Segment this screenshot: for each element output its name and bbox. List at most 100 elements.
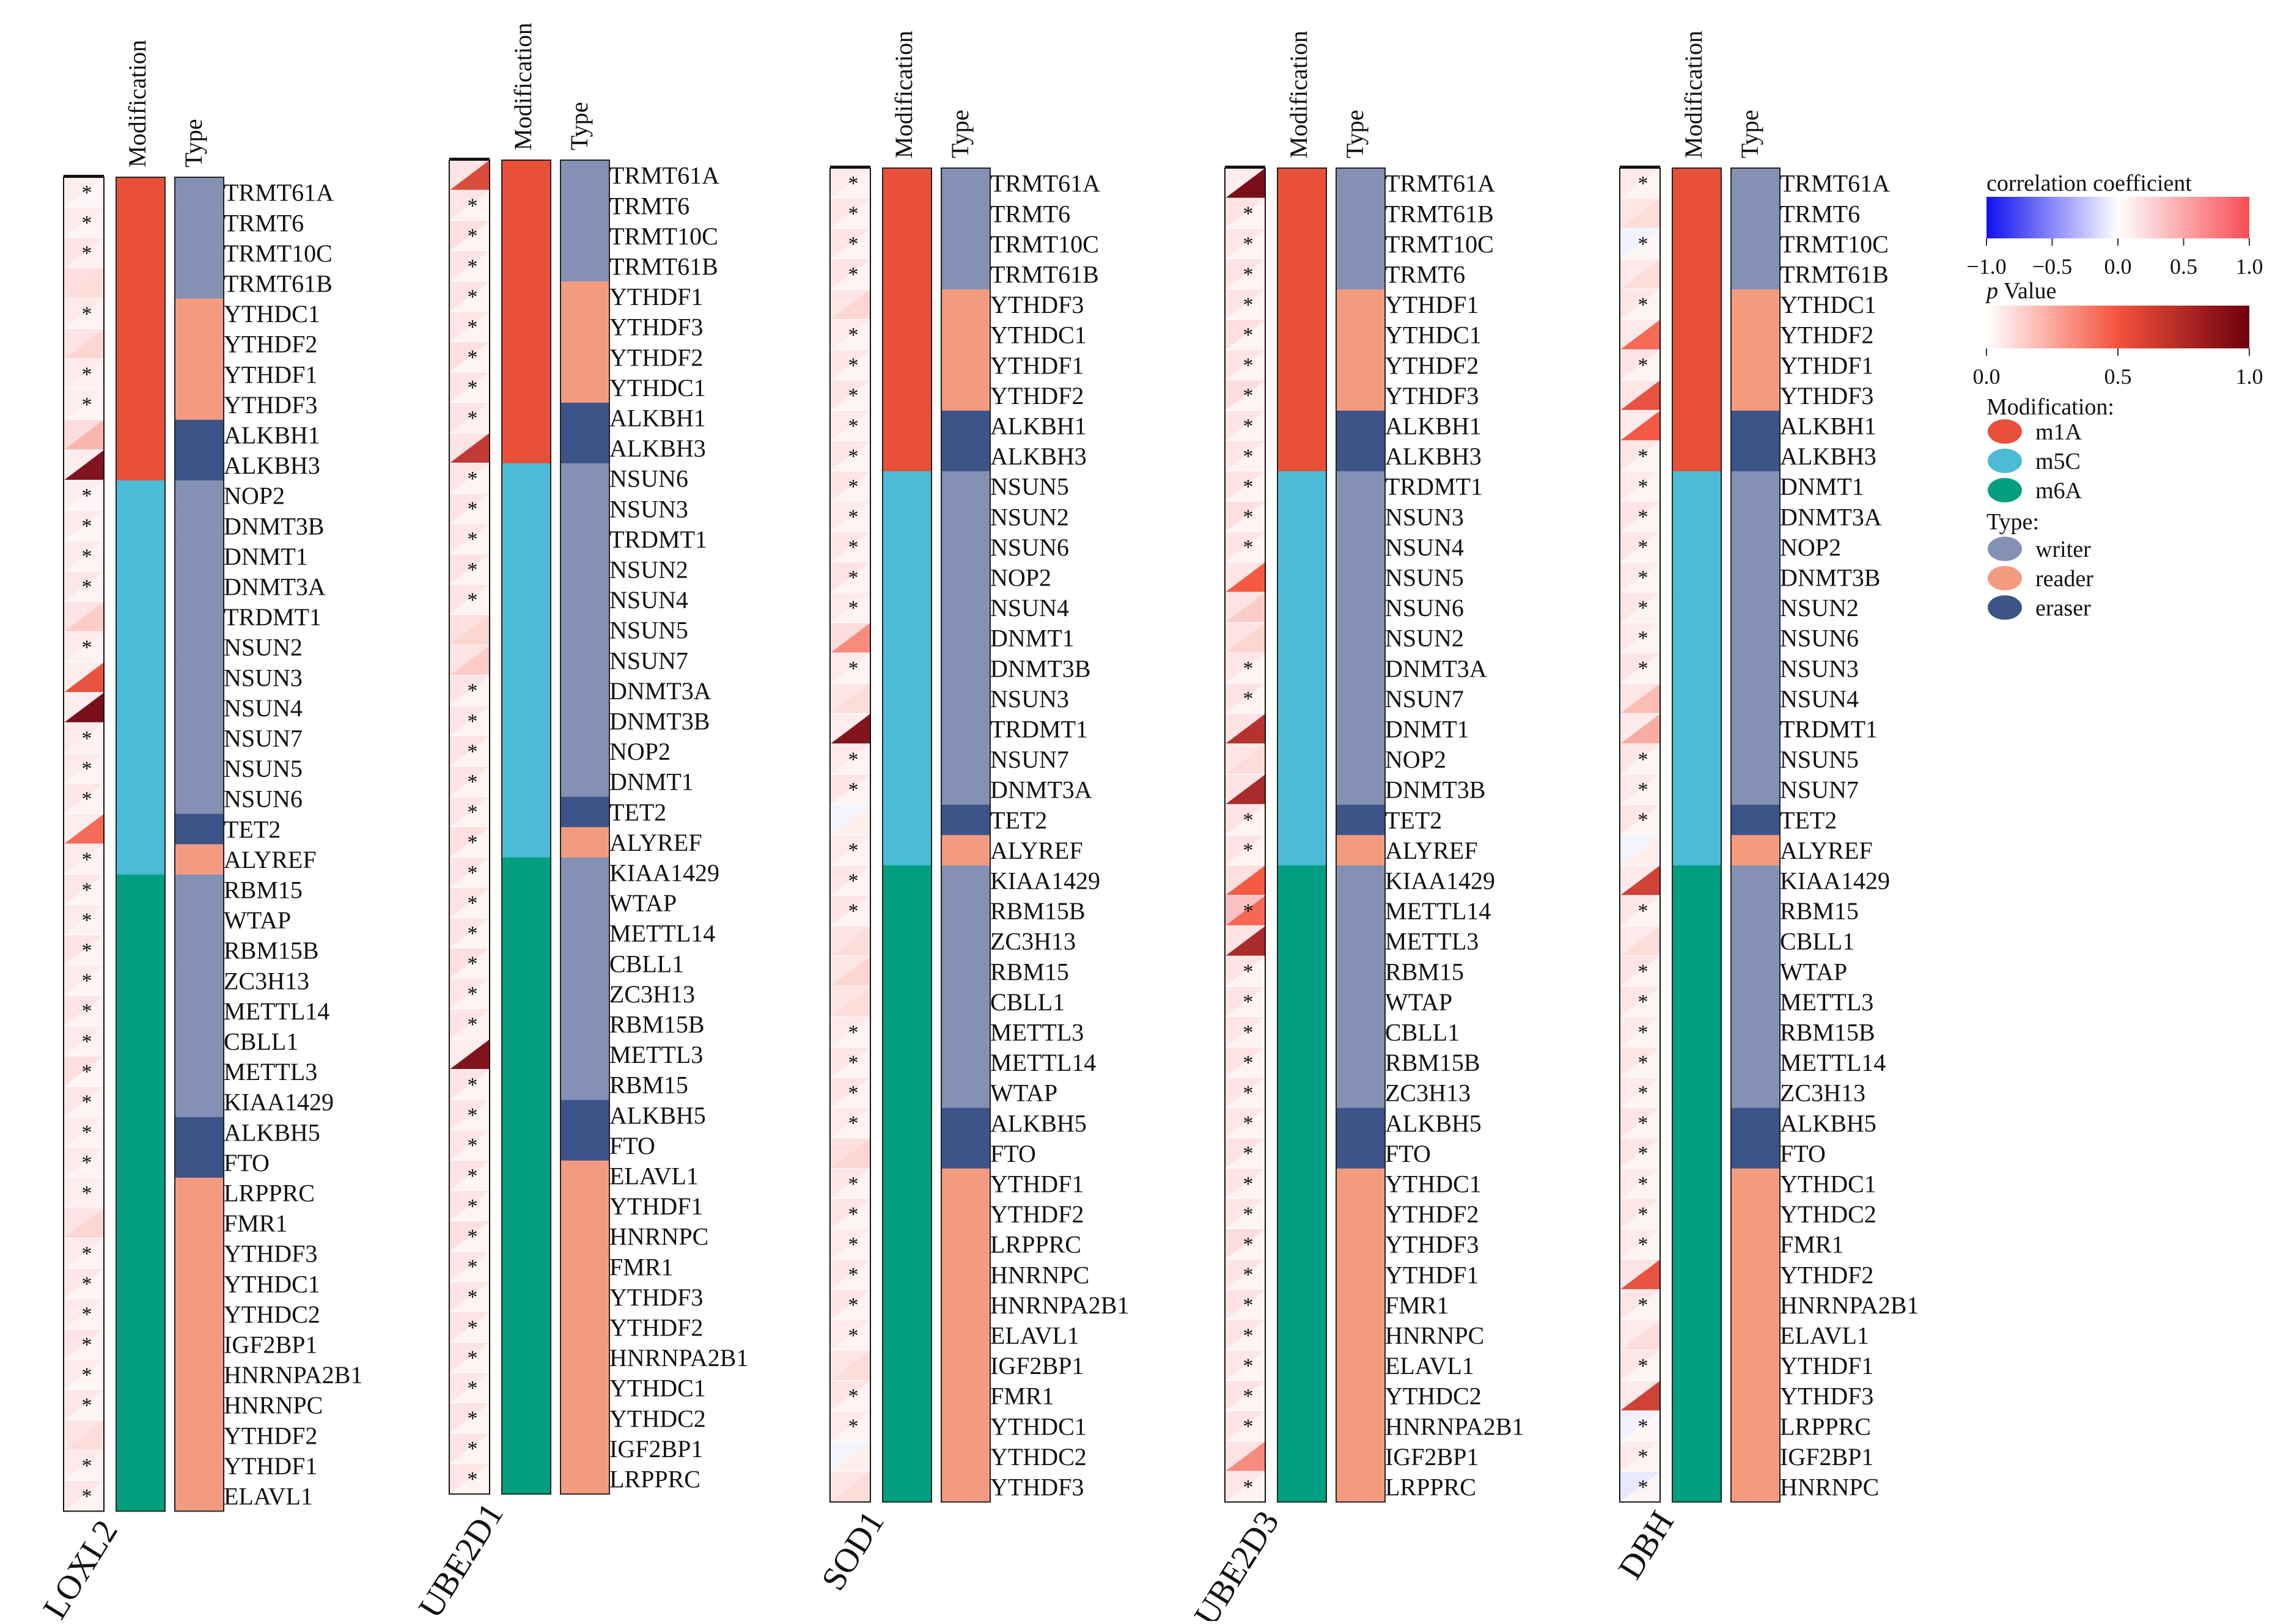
- type-cell: [175, 784, 224, 815]
- modification-cell: [502, 433, 551, 464]
- type-column-border: [560, 160, 610, 1495]
- type-cell: [1336, 1290, 1385, 1321]
- row-label-ythdf2: YTHDF2: [990, 382, 1084, 410]
- significance-star: *: [1638, 172, 1648, 195]
- pvalue-triangle: [830, 1441, 870, 1472]
- modification-legend-label-m5c: m5C: [2035, 449, 2081, 474]
- type-cell: [1336, 380, 1385, 411]
- modification-cell: [883, 471, 932, 502]
- row-label-ythdc1: YTHDC1: [1385, 321, 1482, 349]
- pvalue-triangle: [64, 1390, 104, 1420]
- pvalue-triangle: [64, 389, 104, 420]
- pvalue-triangle: [1225, 198, 1265, 229]
- pvalue-triangle: [449, 463, 490, 494]
- type-cell: [175, 1268, 224, 1299]
- type-cell: [560, 1342, 609, 1373]
- pvalue-triangle: [1225, 1229, 1265, 1260]
- gene-label-loxl2: LOXL2: [35, 1513, 125, 1621]
- row-label-dnmt3b: DNMT3B: [1385, 776, 1485, 804]
- significance-star: *: [1243, 1051, 1254, 1074]
- pvalue-triangle: [830, 259, 870, 290]
- significance-star: *: [848, 1264, 859, 1287]
- row-label-hnrnpa2b1: HNRNPA2B1: [1385, 1413, 1524, 1440]
- significance-star: *: [468, 1134, 478, 1157]
- gene-label-ube2d3: UBE2D3: [1187, 1504, 1287, 1621]
- row-label-ythdc1: YTHDC1: [990, 1413, 1087, 1440]
- modification-cell: [1277, 168, 1326, 199]
- modification-cell: [1277, 441, 1326, 472]
- modification-cell: [502, 190, 551, 221]
- pvalue-triangle: [1225, 410, 1265, 441]
- pvalue-triangle: [449, 1221, 490, 1252]
- row-label-nsun2: NSUN2: [990, 503, 1069, 531]
- pvalue-triangle: [1225, 835, 1265, 865]
- type-cell: [175, 965, 224, 996]
- row-label-ythdf3: YTHDF3: [990, 1473, 1084, 1501]
- modification-cell: [1277, 1411, 1326, 1442]
- modification-cell: [1672, 1016, 1721, 1048]
- pvalue-triangle: [1620, 1229, 1660, 1260]
- modification-cell: [502, 1191, 551, 1222]
- pvalue-triangle: [64, 480, 104, 511]
- significance-star: *: [468, 771, 478, 793]
- pvalue-triangle: [1225, 229, 1265, 259]
- row-label-alkbh5: ALKBH5: [224, 1119, 320, 1146]
- pvalue-triangle: [1620, 1350, 1660, 1381]
- gene-label-dbh: DBH: [1611, 1504, 1681, 1585]
- type-cell: [560, 1100, 609, 1131]
- modification-cell: [502, 1100, 551, 1131]
- type-cell: [175, 298, 224, 329]
- significance-star: *: [82, 788, 92, 810]
- pvalue-triangle: [64, 1177, 104, 1208]
- pvalue-triangle: [64, 935, 104, 966]
- row-label-nsun6: NSUN6: [1385, 594, 1464, 622]
- significance-star: *: [1243, 1173, 1254, 1196]
- modification-cell: [1277, 1199, 1326, 1230]
- modification-cell: [1277, 289, 1326, 320]
- type-cell: [1731, 1290, 1780, 1321]
- row-label-ythdf1: YTHDF1: [224, 361, 317, 388]
- significance-star: *: [1243, 1082, 1254, 1104]
- significance-star: *: [468, 528, 478, 551]
- row-label-dnmt3b: DNMT3B: [224, 512, 324, 540]
- modification-cell: [116, 238, 165, 269]
- type-cell: [1336, 1078, 1385, 1109]
- row-label-kiaa1429: KIAA1429: [609, 859, 719, 886]
- pvalue-triangle: [1225, 562, 1265, 593]
- type-cell: [941, 895, 990, 927]
- pvalue-triangle: [830, 1350, 870, 1381]
- modification-header: Modification: [509, 23, 537, 150]
- type-cell: [941, 744, 990, 775]
- modification-cell: [883, 380, 932, 411]
- type-cell: [560, 372, 609, 403]
- row-label-elavl1: ELAVL1: [609, 1162, 699, 1189]
- pvalue-triangle: [830, 835, 870, 865]
- modification-cell: [502, 281, 551, 312]
- significance-star: *: [1638, 900, 1648, 922]
- type-cell: [175, 1480, 224, 1512]
- modification-cell: [1277, 532, 1326, 563]
- type-cell: [560, 1312, 609, 1343]
- modification-column-border: [882, 167, 932, 1503]
- pvalue-triangle: [449, 857, 490, 888]
- pvalue-triangle: [449, 736, 490, 766]
- type-cell: [1336, 1047, 1385, 1078]
- row-label-mettl14: METTL14: [1780, 1049, 1886, 1076]
- modification-cell: [502, 827, 551, 858]
- type-cell: [1731, 774, 1780, 806]
- pvalue-triangle: [64, 996, 104, 1026]
- significance-star: *: [1638, 293, 1648, 316]
- modification-header: Modification: [890, 31, 917, 158]
- row-label-nsun6: NSUN6: [990, 534, 1069, 561]
- type-cell: [1731, 1471, 1780, 1502]
- significance-star: *: [1243, 506, 1254, 529]
- pvalue-triangle: [1225, 1016, 1265, 1048]
- type-cell: [1336, 1441, 1385, 1472]
- row-label-trmt6: TRMT6: [1780, 200, 1860, 227]
- type-cell: [1731, 441, 1780, 472]
- significance-star: *: [82, 1152, 92, 1174]
- significance-star: *: [1243, 1385, 1254, 1408]
- pvalue-triangle: [830, 744, 870, 774]
- significance-star: *: [848, 476, 859, 498]
